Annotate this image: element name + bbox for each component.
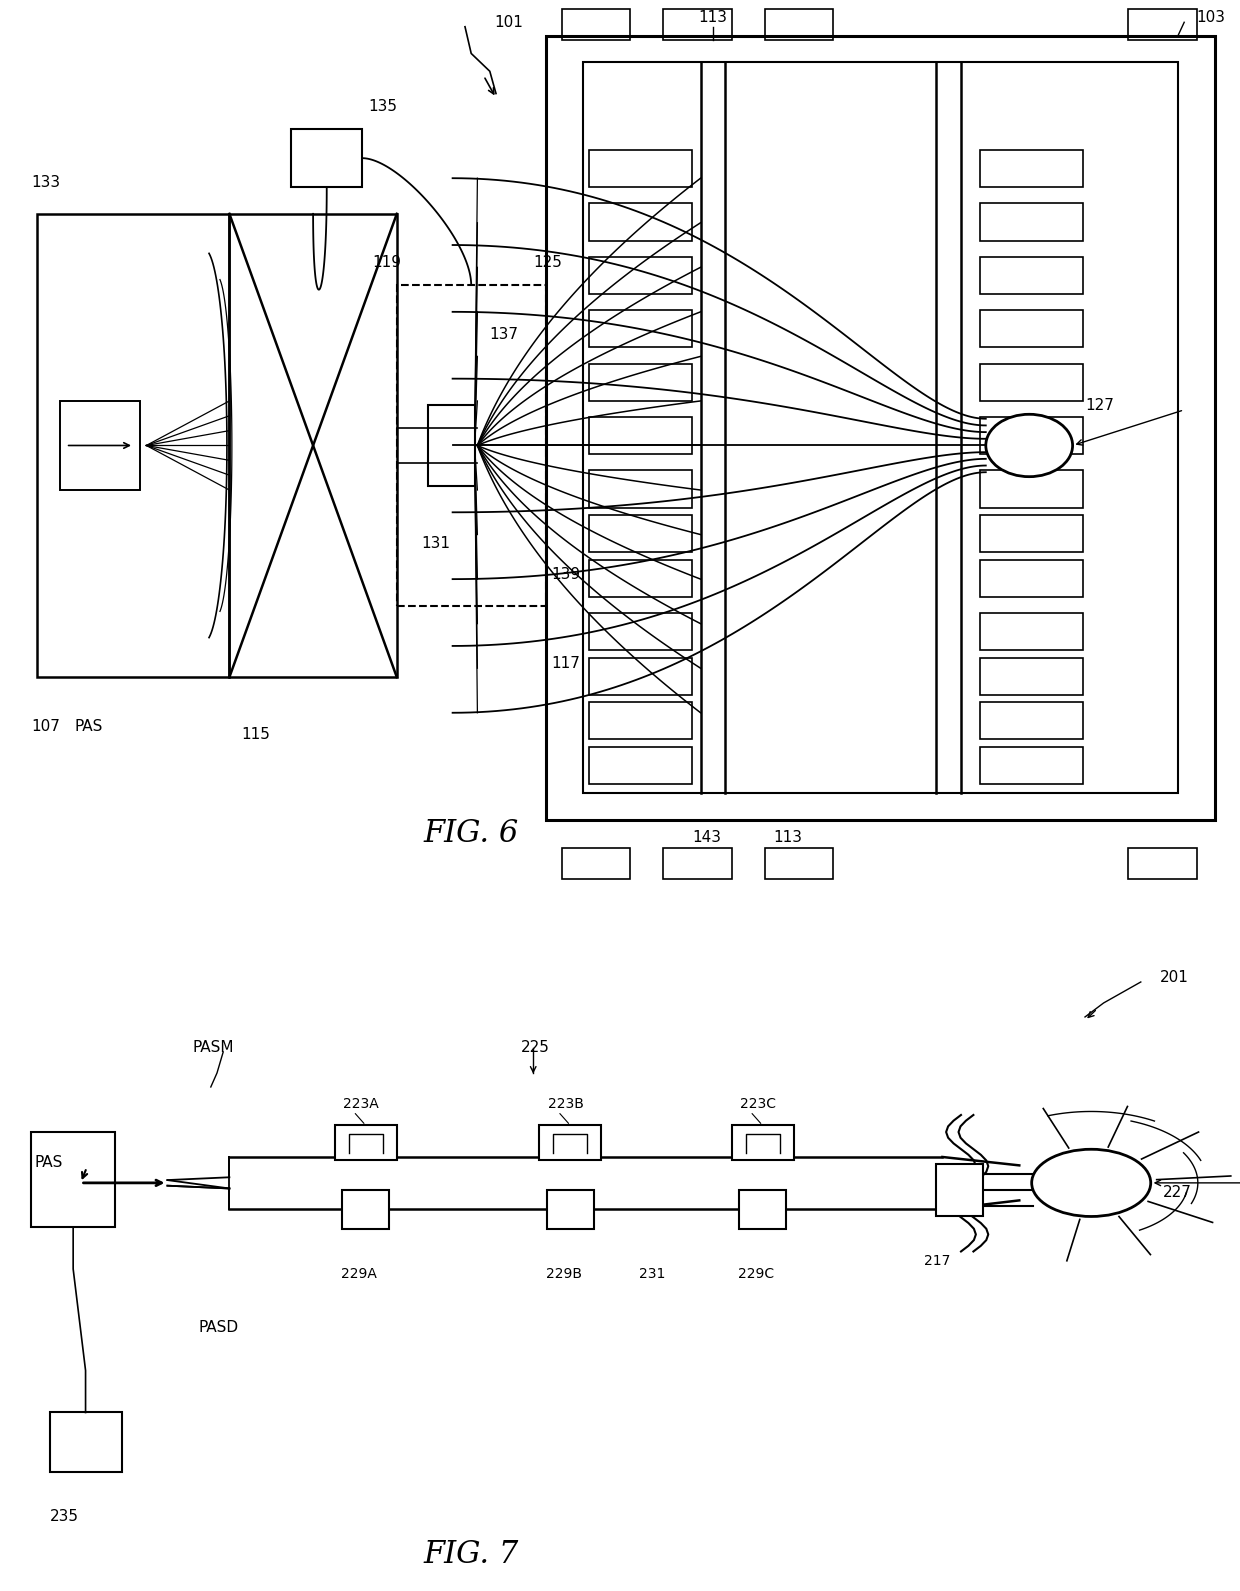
Bar (546, 35, 1215, 819)
Bar (980, 515, 1083, 552)
Bar (291, 129, 362, 188)
Text: 115: 115 (242, 727, 270, 743)
Text: 217: 217 (924, 1254, 950, 1268)
Bar (980, 310, 1083, 347)
Bar (765, 848, 833, 880)
Bar (589, 515, 692, 552)
Text: PASD: PASD (198, 1321, 238, 1335)
Text: PAS: PAS (74, 719, 103, 733)
Bar (589, 310, 692, 347)
Text: 133: 133 (31, 175, 60, 189)
Text: 227: 227 (1163, 1185, 1192, 1200)
Text: 223B: 223B (548, 1096, 584, 1111)
Bar (589, 417, 692, 455)
Text: 223C: 223C (740, 1096, 776, 1111)
Text: 229A: 229A (341, 1266, 377, 1281)
Bar (589, 150, 692, 188)
Bar (980, 204, 1083, 240)
Bar (539, 1125, 601, 1160)
Bar (589, 560, 692, 597)
Bar (547, 1190, 594, 1228)
Bar (980, 471, 1083, 508)
Bar (980, 613, 1083, 651)
Bar (980, 363, 1083, 401)
Text: 101: 101 (494, 14, 523, 30)
Text: 223A: 223A (343, 1096, 379, 1111)
Text: 229B: 229B (546, 1266, 582, 1281)
Bar (37, 213, 229, 678)
Bar (589, 746, 692, 784)
Bar (732, 1125, 794, 1160)
Bar (335, 1125, 397, 1160)
Bar (1128, 848, 1197, 880)
Bar (562, 10, 630, 40)
Text: 113: 113 (773, 831, 802, 845)
Text: 107: 107 (31, 719, 60, 733)
Bar (229, 213, 397, 678)
Bar (663, 848, 732, 880)
Text: 137: 137 (490, 326, 518, 342)
Text: 119: 119 (372, 255, 401, 270)
Text: 135: 135 (368, 99, 397, 115)
Text: 231: 231 (639, 1266, 665, 1281)
Bar (765, 10, 833, 40)
Text: 117: 117 (552, 655, 580, 671)
Bar (980, 256, 1083, 294)
Text: 225: 225 (521, 1041, 549, 1055)
Bar (50, 1413, 122, 1472)
Bar (589, 613, 692, 651)
Bar (342, 1190, 389, 1228)
Bar (980, 150, 1083, 188)
Text: FIG. 7: FIG. 7 (424, 1538, 518, 1570)
Text: 131: 131 (422, 536, 450, 550)
Bar (589, 657, 692, 695)
Bar (589, 702, 692, 740)
Bar (589, 471, 692, 508)
Bar (589, 363, 692, 401)
Text: 143: 143 (692, 831, 722, 845)
Bar (1128, 10, 1197, 40)
Bar (980, 657, 1083, 695)
Text: 125: 125 (533, 255, 562, 270)
Bar (583, 62, 1178, 792)
Bar (397, 285, 546, 606)
Bar (980, 702, 1083, 740)
Bar (589, 204, 692, 240)
Bar (428, 406, 475, 485)
Text: PAS: PAS (35, 1155, 63, 1171)
Text: 103: 103 (1197, 10, 1225, 25)
Circle shape (1032, 1149, 1151, 1217)
Bar (60, 401, 140, 490)
Text: 201: 201 (1159, 971, 1188, 985)
Text: 235: 235 (50, 1508, 78, 1524)
Bar (980, 560, 1083, 597)
Bar (980, 746, 1083, 784)
Text: 127: 127 (1085, 398, 1114, 412)
Text: 113: 113 (698, 10, 728, 25)
Bar (31, 1133, 115, 1227)
Bar (562, 848, 630, 880)
Bar (936, 1165, 983, 1217)
Text: PASM: PASM (192, 1041, 233, 1055)
Bar (739, 1190, 786, 1228)
Circle shape (986, 414, 1073, 477)
Bar (980, 417, 1083, 455)
Bar (663, 10, 732, 40)
Bar (589, 256, 692, 294)
Text: 139: 139 (552, 566, 580, 582)
Text: 229C: 229C (738, 1266, 774, 1281)
Text: FIG. 6: FIG. 6 (424, 818, 518, 850)
